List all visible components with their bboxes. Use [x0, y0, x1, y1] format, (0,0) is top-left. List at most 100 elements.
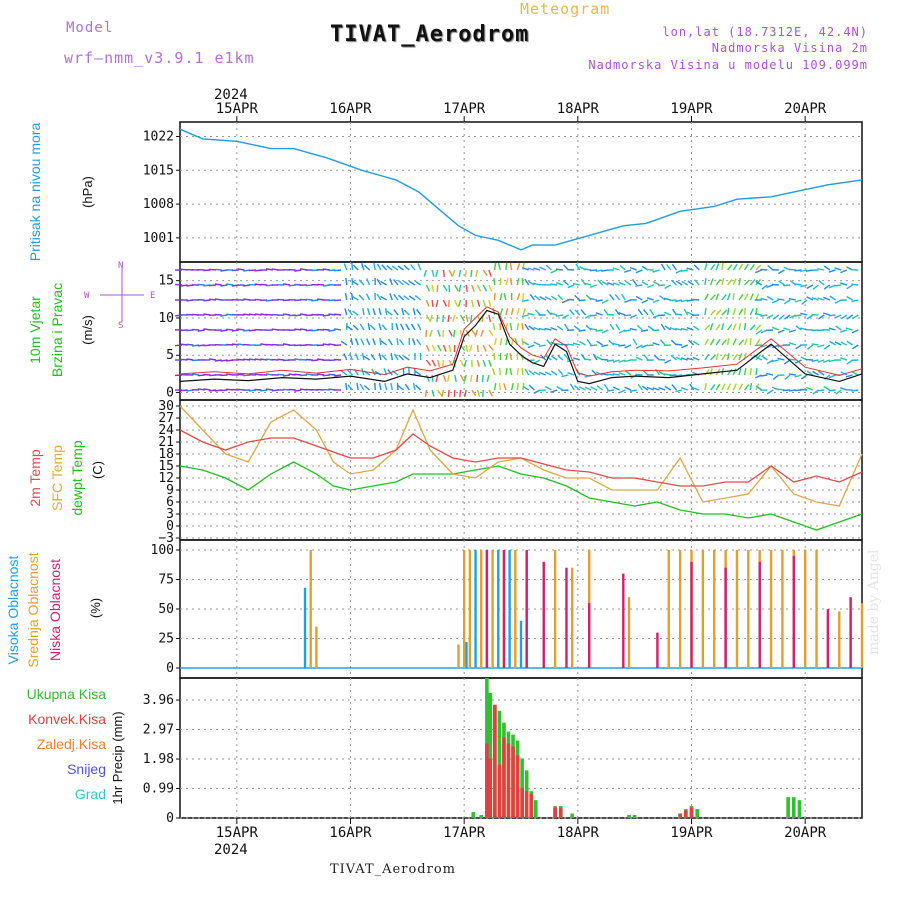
wind-arrow	[465, 344, 469, 353]
wind-arrow	[442, 374, 447, 382]
wind-arrow	[277, 373, 285, 376]
wind-arrow	[601, 299, 609, 304]
wind-arrow	[578, 299, 586, 302]
wind-arrow	[749, 324, 756, 331]
precip-bar-0	[695, 809, 699, 818]
precip-bar-1	[689, 807, 694, 818]
wind-arrow	[823, 265, 831, 271]
wind-arrow	[209, 358, 217, 361]
wind-arrow	[704, 293, 709, 301]
wind-arrow	[669, 374, 677, 377]
wind-arrow	[595, 312, 603, 316]
wind-arrow	[544, 371, 552, 376]
wind-arrow	[209, 284, 217, 287]
wind-arrow	[755, 338, 761, 346]
wind-arrow	[214, 313, 222, 316]
wind-arrow	[846, 314, 854, 320]
wind-arrow	[371, 368, 376, 376]
wind-arrow	[441, 389, 445, 397]
wind-arrow	[505, 278, 509, 286]
wind-arrow	[237, 268, 245, 271]
cloud-mid-label: Srednja Oblacnost	[25, 552, 41, 667]
wind-arrow	[693, 325, 700, 331]
wind-arrow	[414, 370, 422, 376]
wind-arrow	[356, 382, 359, 391]
wind-arrow	[442, 269, 446, 278]
wind-arrow	[788, 297, 796, 301]
ytick-label-temp: 18	[158, 447, 174, 462]
cloud-bar-0	[465, 642, 468, 668]
wind-arrow	[294, 389, 302, 392]
wind-arrow	[823, 296, 831, 301]
wind-arrow	[509, 368, 513, 376]
wind-arrow	[806, 284, 814, 290]
cloud-bar-2	[502, 550, 506, 668]
wind-arrow	[425, 374, 430, 382]
cloud-bar-1	[315, 626, 318, 668]
wind-arrow	[527, 312, 535, 316]
wind-arrow	[607, 282, 615, 286]
wind-arrow	[431, 344, 437, 352]
wind-arrow	[755, 293, 760, 301]
wind-arrow	[369, 324, 376, 331]
cloud-bar-2	[758, 561, 761, 668]
wind-arrow	[744, 384, 750, 391]
wind-arrow	[618, 359, 626, 363]
wind-arrow	[772, 326, 780, 331]
wind-arrow	[436, 284, 439, 293]
wind-arrow	[516, 382, 519, 391]
wind-arrow	[414, 295, 422, 301]
wind-arrow	[355, 338, 359, 346]
wind-arrow	[334, 328, 342, 331]
cloud-bar-1	[735, 550, 739, 668]
wind-arrow	[575, 263, 581, 271]
wind-arrow	[379, 337, 382, 346]
wind-arrow	[772, 314, 780, 320]
wind-arrow	[800, 374, 808, 380]
wind-arrow	[381, 264, 388, 271]
ytick-label-wind: 5	[166, 348, 174, 363]
wind-arrow	[317, 313, 325, 316]
wind-arrow	[680, 327, 688, 331]
wind-arrow	[788, 268, 796, 271]
wind-arrow	[360, 338, 365, 346]
wind-arrow	[372, 308, 376, 316]
wind-arrow	[715, 353, 719, 361]
wind-arrow	[397, 385, 405, 391]
wind-arrow	[550, 326, 558, 331]
wind-arrow	[840, 371, 848, 376]
wind-arrow	[555, 282, 564, 286]
wind-arrow	[346, 325, 353, 331]
wind-arrow	[533, 371, 541, 376]
wind-arrow	[680, 387, 689, 391]
wind-arrow	[715, 338, 721, 346]
wind-arrow	[806, 386, 814, 391]
wind-arrow	[458, 284, 462, 293]
cloud-bar-0	[474, 550, 477, 668]
wind-arrow	[465, 284, 468, 293]
wind-arrow	[459, 314, 465, 322]
wind-arrow	[464, 269, 467, 278]
wind-arrow	[429, 314, 433, 322]
wind-arrow	[510, 383, 514, 391]
wind-arrow	[510, 278, 513, 286]
wind-arrow	[435, 269, 439, 277]
wind-arrow	[317, 373, 325, 376]
wind-arrow	[784, 314, 791, 320]
wind-arrow	[670, 354, 677, 361]
wind-arrow	[376, 293, 382, 301]
wind-arrow	[692, 387, 700, 391]
wind-arrow	[516, 308, 520, 316]
ytick-label-temp: 12	[158, 471, 174, 486]
wind-arrow	[710, 294, 716, 301]
wind-arrow	[347, 309, 354, 316]
wind-arrow	[524, 323, 530, 331]
wind-arrow	[556, 325, 564, 331]
wind-arrow	[612, 342, 620, 346]
wind-arrow	[509, 353, 513, 361]
precip-bar-0	[479, 815, 484, 818]
wind-arrow	[652, 299, 660, 304]
ytick-label-cloud: 0	[166, 661, 174, 676]
wind-arrow	[603, 383, 609, 391]
wind-arrow	[618, 389, 626, 394]
